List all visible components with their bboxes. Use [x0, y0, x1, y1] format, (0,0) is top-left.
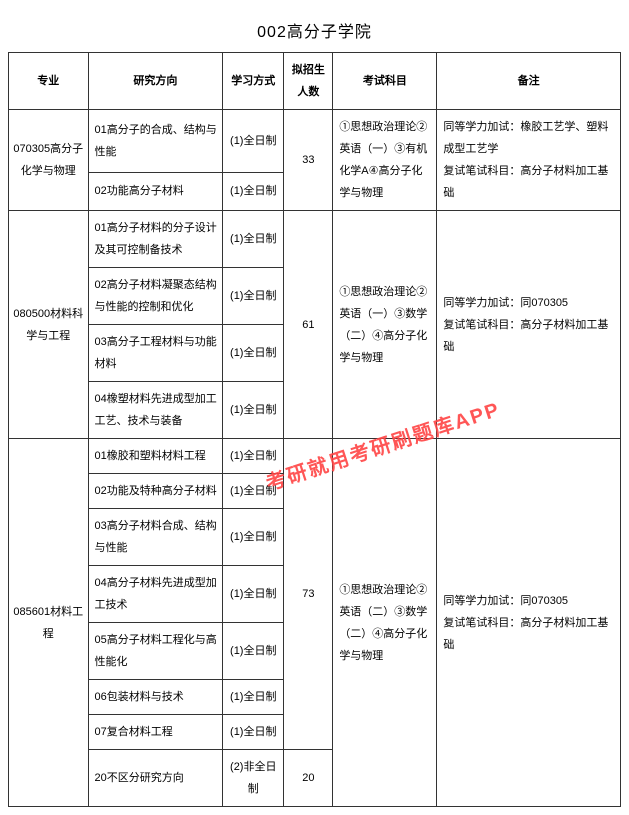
mode-cell: (1)全日制	[223, 623, 284, 680]
direction-cell: 01高分子的合成、结构与性能	[88, 110, 223, 173]
header-mode: 学习方式	[223, 53, 284, 110]
mode-cell: (1)全日制	[223, 382, 284, 439]
direction-cell: 01橡胶和塑料材料工程	[88, 439, 223, 474]
count-cell: 73	[284, 439, 333, 750]
major-cell: 080500材料科学与工程	[9, 211, 89, 439]
header-remark: 备注	[437, 53, 621, 110]
remark-cell: 同等学力加试：同070305复试笔试科目：高分子材料加工基础	[437, 211, 621, 439]
mode-cell: (1)全日制	[223, 325, 284, 382]
table-row: 080500材料科学与工程 01高分子材料的分子设计及其可控制备技术 (1)全日…	[9, 211, 621, 268]
major-cell: 085601材料工程	[9, 439, 89, 807]
table-header-row: 专业 研究方向 学习方式 拟招生人数 考试科目 备注	[9, 53, 621, 110]
mode-cell: (1)全日制	[223, 509, 284, 566]
direction-cell: 01高分子材料的分子设计及其可控制备技术	[88, 211, 223, 268]
mode-cell: (1)全日制	[223, 474, 284, 509]
header-subjects: 考试科目	[333, 53, 437, 110]
direction-cell: 03高分子工程材料与功能材料	[88, 325, 223, 382]
count-cell: 61	[284, 211, 333, 439]
mode-cell: (1)全日制	[223, 172, 284, 210]
direction-cell: 04高分子材料先进成型加工技术	[88, 566, 223, 623]
mode-cell: (1)全日制	[223, 715, 284, 750]
mode-cell: (1)全日制	[223, 211, 284, 268]
direction-cell: 06包装材料与技术	[88, 680, 223, 715]
subjects-cell: ①思想政治理论②英语（一）③数学（二）④高分子化学与物理	[333, 211, 437, 439]
table-row: 070305高分子化学与物理 01高分子的合成、结构与性能 (1)全日制 33 …	[9, 110, 621, 173]
mode-cell: (1)全日制	[223, 268, 284, 325]
mode-cell: (2)非全日制	[223, 750, 284, 807]
page-title: 002高分子学院	[8, 8, 621, 52]
direction-cell: 07复合材料工程	[88, 715, 223, 750]
direction-cell: 02功能及特种高分子材料	[88, 474, 223, 509]
remark-cell: 同等学力加试：同070305复试笔试科目：高分子材料加工基础	[437, 439, 621, 807]
mode-cell: (1)全日制	[223, 439, 284, 474]
direction-cell: 05高分子材料工程化与高性能化	[88, 623, 223, 680]
header-major: 专业	[9, 53, 89, 110]
count-cell: 20	[284, 750, 333, 807]
direction-cell: 04橡塑材料先进成型加工工艺、技术与装备	[88, 382, 223, 439]
subjects-cell: ①思想政治理论②英语（二）③数学（二）④高分子化学与物理	[333, 439, 437, 807]
major-cell: 070305高分子化学与物理	[9, 110, 89, 211]
direction-cell: 02高分子材料凝聚态结构与性能的控制和优化	[88, 268, 223, 325]
mode-cell: (1)全日制	[223, 680, 284, 715]
header-direction: 研究方向	[88, 53, 223, 110]
remark-cell: 同等学力加试：橡胶工艺学、塑料成型工艺学复试笔试科目：高分子材料加工基础	[437, 110, 621, 211]
direction-cell: 02功能高分子材料	[88, 172, 223, 210]
mode-cell: (1)全日制	[223, 110, 284, 173]
mode-cell: (1)全日制	[223, 566, 284, 623]
table-row: 085601材料工程 01橡胶和塑料材料工程 (1)全日制 73 ①思想政治理论…	[9, 439, 621, 474]
header-count: 拟招生人数	[284, 53, 333, 110]
subjects-cell: ①思想政治理论②英语（一）③有机化学A④高分子化学与物理	[333, 110, 437, 211]
direction-cell: 03高分子材料合成、结构与性能	[88, 509, 223, 566]
direction-cell: 20不区分研究方向	[88, 750, 223, 807]
count-cell: 33	[284, 110, 333, 211]
